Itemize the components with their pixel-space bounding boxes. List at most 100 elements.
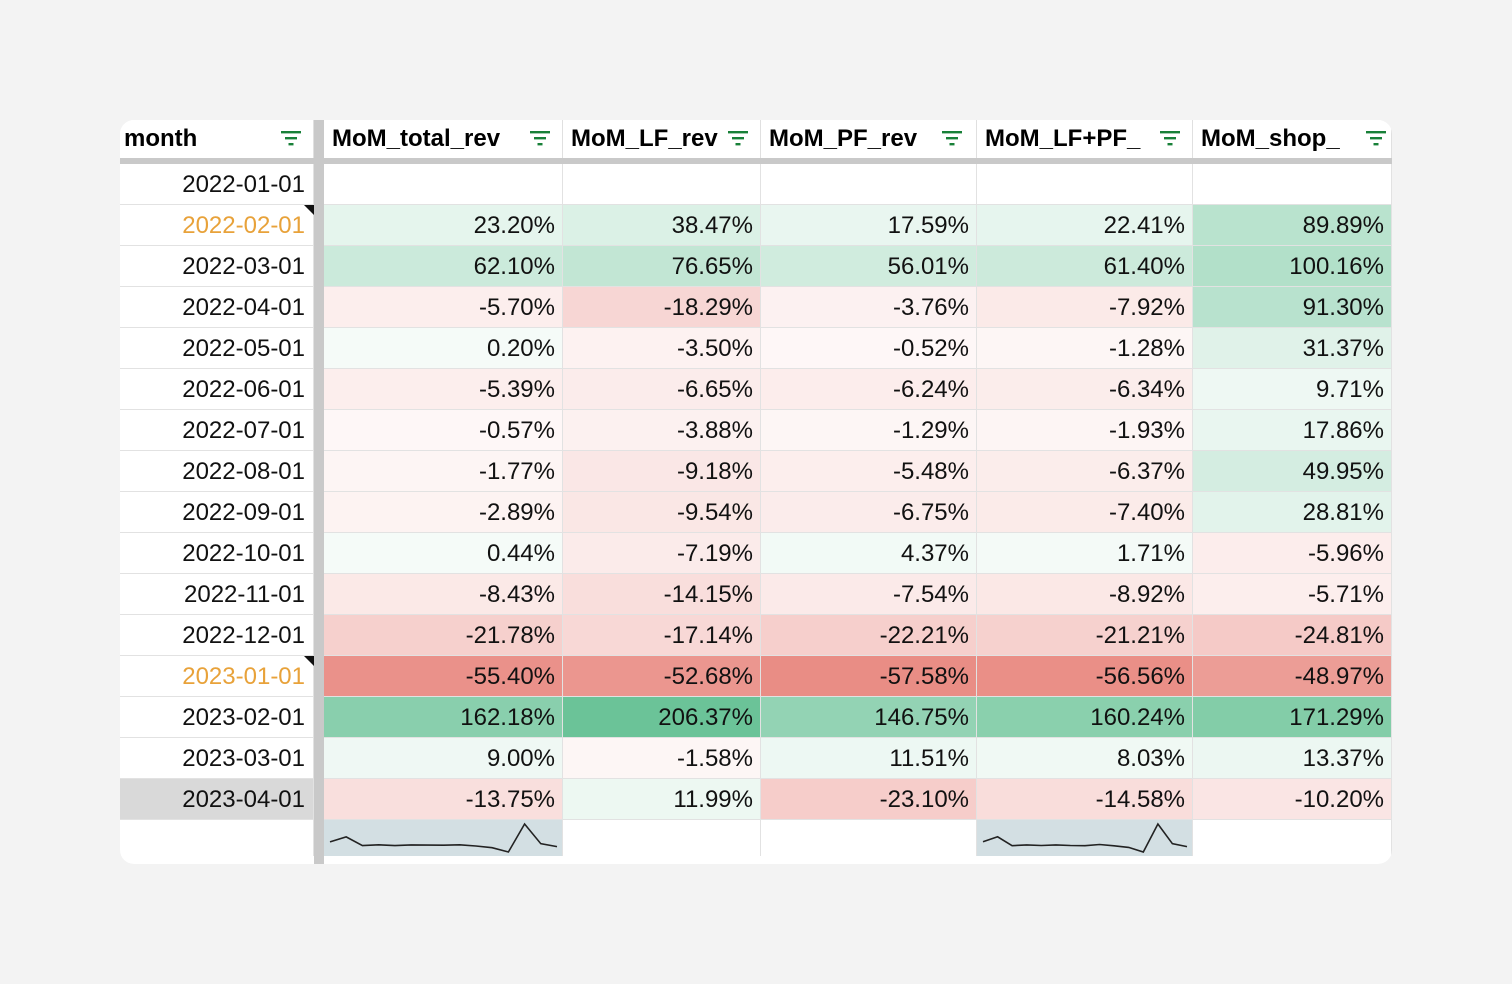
month-cell[interactable]: 2022-11-01 [120, 574, 314, 615]
month-cell[interactable]: 2022-04-01 [120, 287, 314, 328]
value-cell[interactable]: -2.89% [324, 492, 563, 533]
value-cell[interactable]: 28.81% [1193, 492, 1392, 533]
value-cell[interactable] [563, 164, 761, 205]
frozen-column-divider[interactable] [314, 120, 324, 864]
filter-icon[interactable] [280, 129, 302, 147]
value-cell[interactable]: -6.75% [761, 492, 977, 533]
value-cell[interactable]: -57.58% [761, 656, 977, 697]
value-cell[interactable]: 11.99% [563, 779, 761, 820]
value-cell[interactable]: -7.92% [977, 287, 1193, 328]
value-cell[interactable]: 38.47% [563, 205, 761, 246]
month-cell[interactable]: 2022-12-01 [120, 615, 314, 656]
value-cell[interactable]: -22.21% [761, 615, 977, 656]
value-cell[interactable]: 89.89% [1193, 205, 1392, 246]
value-cell[interactable]: 17.59% [761, 205, 977, 246]
empty-cell[interactable] [563, 820, 761, 856]
value-cell[interactable]: 9.71% [1193, 369, 1392, 410]
value-cell[interactable] [1193, 164, 1392, 205]
value-cell[interactable]: -24.81% [1193, 615, 1392, 656]
value-cell[interactable]: -3.76% [761, 287, 977, 328]
column-header-col1[interactable]: MoM_total_rev [324, 120, 563, 158]
value-cell[interactable]: 76.65% [563, 246, 761, 287]
value-cell[interactable]: -6.65% [563, 369, 761, 410]
value-cell[interactable]: -0.57% [324, 410, 563, 451]
value-cell[interactable]: 56.01% [761, 246, 977, 287]
month-cell[interactable]: 2022-07-01 [120, 410, 314, 451]
value-cell[interactable]: -1.29% [761, 410, 977, 451]
empty-cell[interactable] [120, 820, 314, 856]
month-cell[interactable]: 2022-08-01 [120, 451, 314, 492]
value-cell[interactable]: 49.95% [1193, 451, 1392, 492]
value-cell[interactable]: 13.37% [1193, 738, 1392, 779]
value-cell[interactable]: -3.50% [563, 328, 761, 369]
value-cell[interactable]: 91.30% [1193, 287, 1392, 328]
value-cell[interactable]: -5.96% [1193, 533, 1392, 574]
value-cell[interactable]: 61.40% [977, 246, 1193, 287]
filter-icon[interactable] [1365, 129, 1387, 147]
value-cell[interactable]: -14.15% [563, 574, 761, 615]
month-cell[interactable]: 2022-02-01 [120, 205, 314, 246]
value-cell[interactable]: -5.70% [324, 287, 563, 328]
column-header-col5[interactable]: MoM_shop_ [1193, 120, 1392, 158]
sparkline-cell[interactable] [977, 820, 1193, 856]
value-cell[interactable]: 171.29% [1193, 697, 1392, 738]
value-cell[interactable]: -9.54% [563, 492, 761, 533]
value-cell[interactable]: -52.68% [563, 656, 761, 697]
value-cell[interactable]: -21.78% [324, 615, 563, 656]
value-cell[interactable]: -23.10% [761, 779, 977, 820]
value-cell[interactable]: 0.20% [324, 328, 563, 369]
note-indicator[interactable] [304, 656, 314, 666]
value-cell[interactable]: -9.18% [563, 451, 761, 492]
value-cell[interactable]: 17.86% [1193, 410, 1392, 451]
value-cell[interactable]: 4.37% [761, 533, 977, 574]
value-cell[interactable]: -8.43% [324, 574, 563, 615]
value-cell[interactable]: -56.56% [977, 656, 1193, 697]
value-cell[interactable]: 62.10% [324, 246, 563, 287]
value-cell[interactable]: -18.29% [563, 287, 761, 328]
value-cell[interactable]: -6.37% [977, 451, 1193, 492]
value-cell[interactable] [761, 164, 977, 205]
value-cell[interactable] [977, 164, 1193, 205]
value-cell[interactable]: 146.75% [761, 697, 977, 738]
value-cell[interactable]: -13.75% [324, 779, 563, 820]
month-cell[interactable]: 2023-02-01 [120, 697, 314, 738]
value-cell[interactable]: 162.18% [324, 697, 563, 738]
value-cell[interactable]: 206.37% [563, 697, 761, 738]
month-cell[interactable]: 2022-01-01 [120, 164, 314, 205]
column-header-col2[interactable]: MoM_LF_rev [563, 120, 761, 158]
value-cell[interactable]: 1.71% [977, 533, 1193, 574]
note-indicator[interactable] [304, 205, 314, 215]
value-cell[interactable]: -6.34% [977, 369, 1193, 410]
value-cell[interactable]: -8.92% [977, 574, 1193, 615]
value-cell[interactable]: 0.44% [324, 533, 563, 574]
value-cell[interactable]: -55.40% [324, 656, 563, 697]
value-cell[interactable]: -10.20% [1193, 779, 1392, 820]
value-cell[interactable]: -21.21% [977, 615, 1193, 656]
filter-icon[interactable] [1159, 129, 1181, 147]
value-cell[interactable]: -5.39% [324, 369, 563, 410]
value-cell[interactable]: -3.88% [563, 410, 761, 451]
value-cell[interactable]: -7.54% [761, 574, 977, 615]
month-cell[interactable]: 2022-10-01 [120, 533, 314, 574]
value-cell[interactable]: -1.28% [977, 328, 1193, 369]
filter-icon[interactable] [941, 129, 963, 147]
value-cell[interactable]: 31.37% [1193, 328, 1392, 369]
month-cell[interactable]: 2023-04-01 [120, 779, 314, 820]
filter-icon[interactable] [529, 129, 551, 147]
column-header-month[interactable]: month [120, 120, 314, 158]
value-cell[interactable]: -6.24% [761, 369, 977, 410]
value-cell[interactable]: 22.41% [977, 205, 1193, 246]
empty-cell[interactable] [761, 820, 977, 856]
month-cell[interactable]: 2022-06-01 [120, 369, 314, 410]
month-cell[interactable]: 2022-05-01 [120, 328, 314, 369]
value-cell[interactable]: 11.51% [761, 738, 977, 779]
value-cell[interactable]: -5.71% [1193, 574, 1392, 615]
value-cell[interactable]: -7.19% [563, 533, 761, 574]
month-cell[interactable]: 2023-03-01 [120, 738, 314, 779]
empty-cell[interactable] [1193, 820, 1392, 856]
value-cell[interactable] [324, 164, 563, 205]
sparkline-cell[interactable] [324, 820, 563, 856]
month-cell[interactable]: 2023-01-01 [120, 656, 314, 697]
value-cell[interactable]: -1.93% [977, 410, 1193, 451]
value-cell[interactable]: -1.58% [563, 738, 761, 779]
